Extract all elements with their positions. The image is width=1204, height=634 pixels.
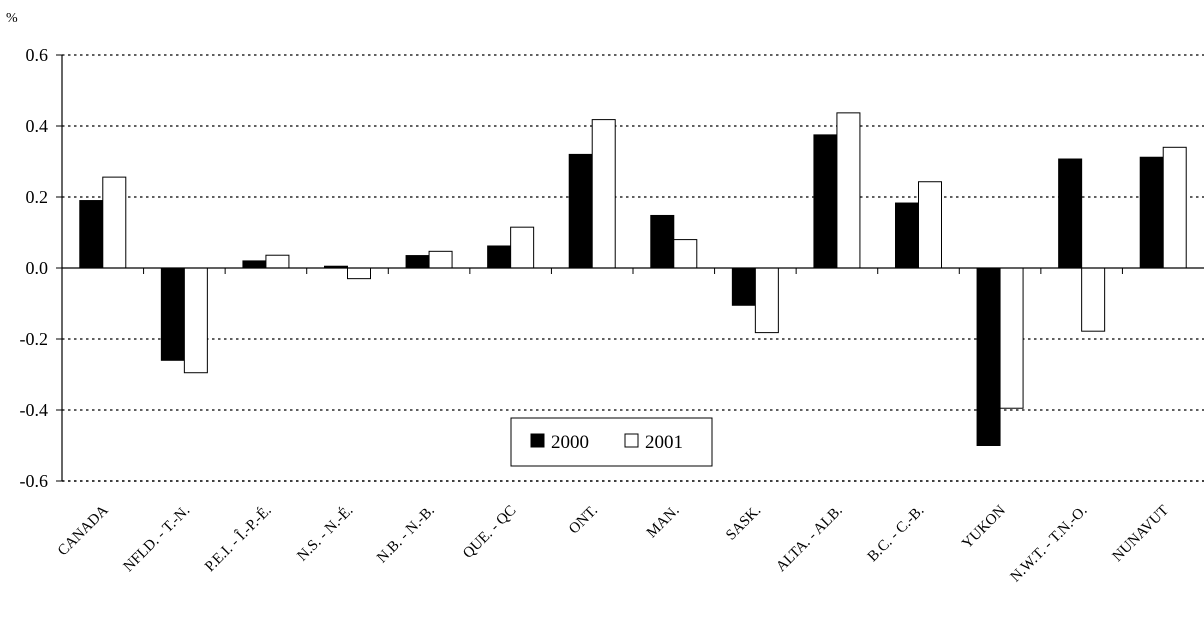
x-tick-label: B.C. - C.-B. bbox=[865, 503, 928, 566]
legend-swatch-2001 bbox=[624, 433, 639, 448]
bar-2001-4 bbox=[428, 250, 453, 269]
bar-2000-11 bbox=[976, 267, 1001, 446]
legend-label-2001: 2001 bbox=[645, 432, 683, 453]
bars bbox=[79, 112, 1187, 446]
x-tick-label: ALTA. - ALB. bbox=[773, 503, 846, 576]
y-tick-label: 0.2 bbox=[26, 187, 49, 207]
bar-2001-7 bbox=[673, 239, 698, 269]
bar-2000-5 bbox=[487, 245, 512, 269]
x-tick-label: YUKON bbox=[959, 502, 1009, 552]
bar-2000-9 bbox=[813, 134, 838, 269]
bar-2001-12 bbox=[1081, 267, 1106, 332]
x-tick-label: N.W.T. - T.N.-O. bbox=[1008, 503, 1091, 586]
x-tick-label: CANADA bbox=[55, 502, 112, 559]
x-tick-label: ONT. bbox=[566, 503, 601, 538]
bar-2001-3 bbox=[347, 267, 371, 280]
x-tick-label: P.E.I. - Î.-P.-É. bbox=[201, 502, 274, 575]
bar-2000-8 bbox=[731, 267, 756, 306]
bar-2001-6 bbox=[591, 119, 616, 269]
bar-2000-6 bbox=[568, 153, 593, 269]
y-tick-label: -0.2 bbox=[20, 329, 49, 349]
x-tick-label: NFLD. - T.-N. bbox=[121, 503, 194, 576]
bar-2000-4 bbox=[405, 255, 430, 269]
y-tick-label: -0.6 bbox=[20, 471, 49, 491]
bar-2000-0 bbox=[79, 200, 104, 269]
bar-2001-2 bbox=[265, 254, 290, 269]
y-tick-label: 0.6 bbox=[26, 45, 49, 65]
bar-2001-1 bbox=[183, 267, 208, 374]
legend-swatch-2000 bbox=[530, 433, 545, 448]
y-tick-label: 0.4 bbox=[26, 116, 49, 136]
bar-2000-1 bbox=[160, 267, 185, 361]
legend: 2000 2001 bbox=[510, 417, 713, 467]
gridlines bbox=[62, 54, 1204, 482]
bar-2001-8 bbox=[754, 267, 779, 334]
x-tick-label: NUNAVUT bbox=[1110, 503, 1172, 565]
y-tick-label: -0.4 bbox=[20, 400, 49, 420]
x-tick-label: SASK. bbox=[723, 503, 764, 544]
bar-2001-9 bbox=[836, 112, 861, 269]
x-tick-label: MAN. bbox=[644, 503, 683, 542]
y-tick-labels: 0.6 0.4 0.2 0.0 -0.2 -0.4 -0.6 bbox=[20, 45, 49, 491]
bar-2000-10 bbox=[895, 202, 919, 269]
bar-2000-7 bbox=[650, 214, 675, 269]
bar-2000-12 bbox=[1058, 158, 1083, 269]
y-unit-label: % bbox=[6, 11, 18, 26]
x-tick-labels: CANADA NFLD. - T.-N. P.E.I. - Î.-P.-É. N.S.… bbox=[55, 502, 1172, 586]
x-tick-label: N.S. - N.-É. bbox=[294, 502, 357, 565]
bar-2001-10 bbox=[918, 181, 942, 269]
bar-2001-0 bbox=[102, 176, 127, 269]
x-tick-label: QUE. - QC bbox=[460, 503, 519, 562]
legend-label-2000: 2000 bbox=[551, 432, 589, 453]
y-tick-label: 0.0 bbox=[26, 258, 49, 278]
axes bbox=[56, 54, 1204, 482]
bar-2000-2 bbox=[242, 260, 267, 269]
bar-2000-13 bbox=[1139, 156, 1164, 269]
bar-2001-11 bbox=[999, 267, 1024, 409]
bar-2001-5 bbox=[510, 226, 535, 269]
bar-2001-13 bbox=[1162, 146, 1187, 269]
x-tick-label: N.B. - N.-B. bbox=[374, 503, 438, 567]
